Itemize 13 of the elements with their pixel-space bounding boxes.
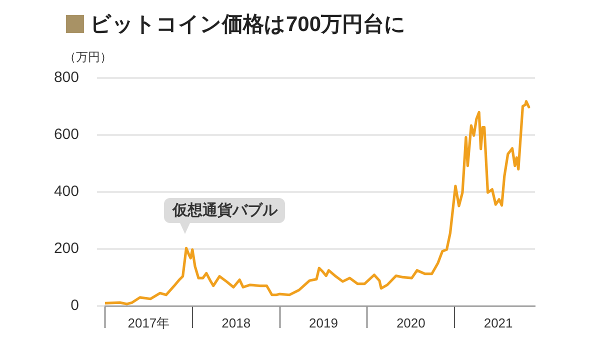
y-tick-label: 400 xyxy=(54,183,79,200)
x-tick-label: 2017年 xyxy=(128,315,170,330)
chart-title: ビットコイン価格は700万円台に xyxy=(90,12,406,38)
x-tick-label: 2018 xyxy=(222,315,251,330)
y-axis-title: （万円） xyxy=(64,49,112,66)
y-tick-label: 200 xyxy=(54,240,79,258)
x-tick-label: 2021 xyxy=(484,315,513,330)
x-tick-label: 2019 xyxy=(309,315,338,330)
y-tick-label: 600 xyxy=(54,126,79,144)
x-tick-label: 2020 xyxy=(396,315,426,330)
y-tick-label: 800 xyxy=(54,69,79,86)
y-tick-label: 0 xyxy=(70,297,79,314)
annotation: 仮想通貨バブル xyxy=(164,198,286,224)
